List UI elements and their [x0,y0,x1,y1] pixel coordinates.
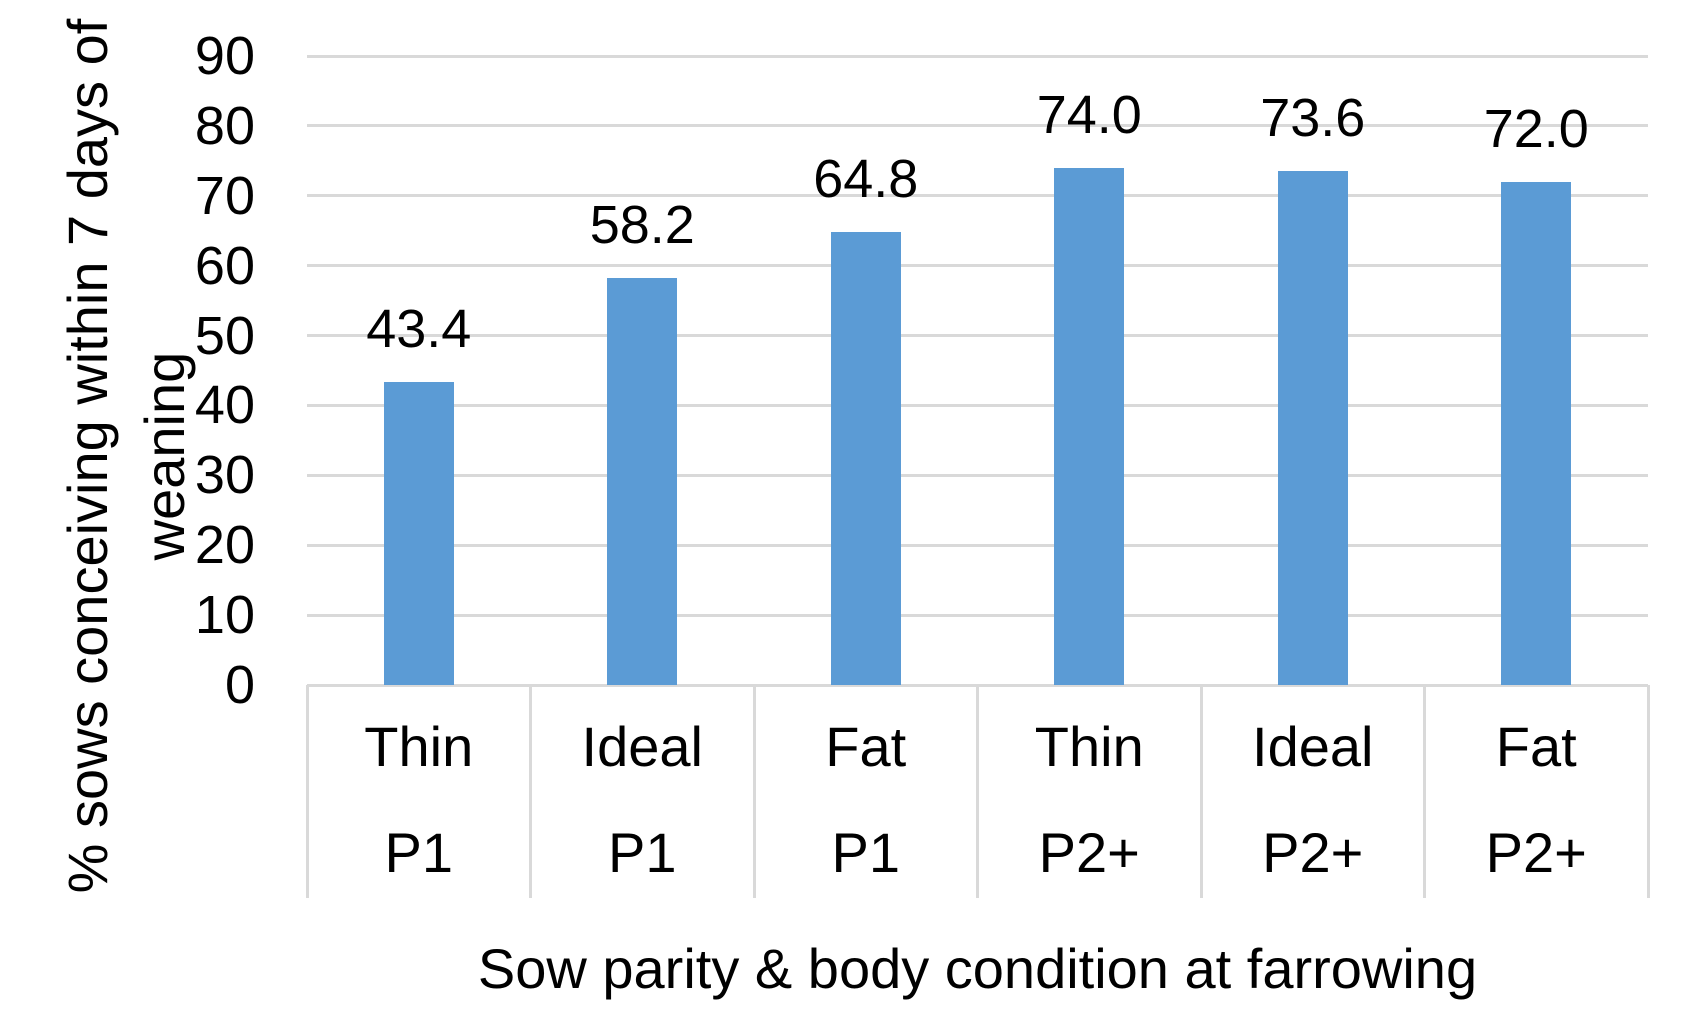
x-category-parity-4: P2+ [1038,821,1140,885]
x-category-parity-3: P1 [831,821,901,885]
x-category-condition-1: Thin [364,714,474,778]
bar-thin-p1 [383,381,454,685]
y-tick-label-0: 0 [224,655,255,715]
category-divider-6 [1646,685,1650,898]
x-category-condition-5: Ideal [1252,714,1374,778]
gridline-60 [307,264,1648,268]
category-divider-1 [529,685,532,898]
y-tick-label-30: 30 [194,445,255,506]
category-divider-2 [752,685,756,898]
x-category-parity-6: P2+ [1485,821,1587,885]
y-tick-label-50: 50 [194,305,255,366]
x-category-condition-6: Fat [1495,714,1577,778]
x-category-parity-1: P1 [384,821,454,885]
x-category-condition-2: Ideal [581,714,703,778]
y-tick-label-70: 70 [194,165,255,226]
category-divider-3 [976,685,979,898]
bar-value-label-thin-p2plus: 74.0 [1036,84,1142,145]
y-tick-label-20: 20 [194,515,255,576]
x-category-condition-4: Thin [1034,714,1144,778]
x-axis-title: Sow parity & body condition at farrowing [477,937,1478,1000]
bar-ideal-p1 [607,278,678,685]
x-category-parity-2: P1 [608,821,677,885]
category-divider-5 [1423,685,1426,898]
gridline-20 [307,543,1648,547]
bar-value-label-ideal-p2plus: 73.6 [1260,87,1366,148]
gridline-90 [307,54,1648,58]
category-divider-4 [1199,685,1203,898]
y-tick-label-40: 40 [194,375,255,436]
bar-fat-p2plus [1501,181,1572,685]
y-tick-label-90: 90 [194,26,255,86]
gridline-80 [307,124,1648,128]
x-category-condition-3: Fat [825,714,907,778]
gridline-40 [307,403,1648,407]
bar-value-label-fat-p2plus: 72.0 [1483,98,1589,159]
y-tick-label-80: 80 [194,95,255,156]
bar-fat-p1 [830,232,901,685]
gridline-10 [307,613,1648,617]
y-tick-label-10: 10 [194,585,255,646]
bar-value-label-ideal-p1: 58.2 [589,195,695,256]
x-category-parity-5: P2+ [1262,821,1364,885]
bar-value-label-thin-p1: 43.4 [366,298,472,359]
gridline-70 [307,194,1648,198]
bar-thin-p2plus [1054,167,1125,685]
y-tick-label-60: 60 [194,235,255,296]
bar-ideal-p2plus [1277,170,1348,685]
gridline-50 [307,334,1648,338]
bar-value-label-fat-p1: 64.8 [813,149,919,210]
gridline-30 [307,473,1648,477]
category-divider-0 [305,685,309,898]
